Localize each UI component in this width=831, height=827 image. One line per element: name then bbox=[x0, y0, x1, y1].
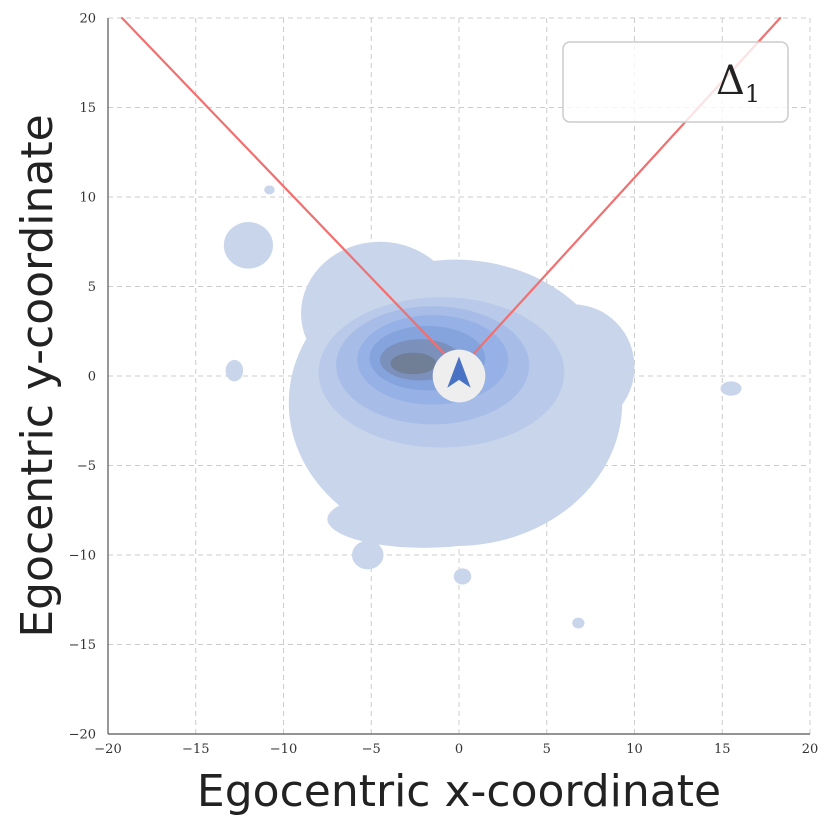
density-blob-1-10 bbox=[264, 185, 275, 195]
x-tick-label: −10 bbox=[270, 742, 297, 757]
density-blob-1-3 bbox=[327, 490, 521, 548]
view-line-0 bbox=[120, 16, 447, 356]
y-tick-label: −5 bbox=[77, 459, 96, 474]
x-axis-label: Egocentric x-coordinate bbox=[197, 766, 721, 817]
x-tick-label: −15 bbox=[182, 742, 209, 757]
x-tick-label: −5 bbox=[362, 742, 381, 757]
legend-label-subscript: 1 bbox=[745, 80, 760, 108]
density-blob-7-0 bbox=[390, 352, 437, 375]
y-tick-label: 10 bbox=[79, 191, 96, 206]
legend-box bbox=[562, 41, 789, 123]
y-tick-label: −10 bbox=[69, 549, 96, 564]
legend-label-main: Δ bbox=[716, 58, 745, 104]
density-level-7 bbox=[390, 352, 437, 375]
x-tick-labels: −20 −15 −10 −5 0 5 10 15 20 bbox=[94, 742, 818, 757]
y-tick-label: 5 bbox=[88, 280, 96, 295]
density-blob-1-9 bbox=[572, 617, 585, 629]
x-tick-label: 5 bbox=[543, 742, 551, 757]
y-tick-label: 0 bbox=[88, 370, 96, 385]
y-axis-label: Egocentric y-coordinate bbox=[12, 114, 63, 637]
density-blob-1-7 bbox=[720, 381, 742, 396]
x-tick-label: 20 bbox=[802, 742, 819, 757]
agent-marker bbox=[432, 349, 486, 403]
x-tick-label: 10 bbox=[626, 742, 643, 757]
x-tick-label: 15 bbox=[714, 742, 731, 757]
density-blob-1-4 bbox=[223, 222, 273, 269]
y-tick-label: 15 bbox=[79, 101, 96, 116]
x-tick-label: −20 bbox=[94, 742, 121, 757]
density-blob-1-8 bbox=[453, 568, 472, 585]
legend: Δ1 bbox=[562, 41, 789, 123]
navigation-arrow-icon bbox=[447, 356, 471, 388]
axes bbox=[107, 18, 810, 735]
density-blob-1-6 bbox=[225, 359, 244, 382]
y-tick-label: 20 bbox=[79, 12, 96, 27]
y-tick-label: −15 bbox=[69, 638, 96, 653]
legend-label: Δ1 bbox=[716, 58, 760, 108]
y-tick-label: −20 bbox=[69, 728, 96, 743]
y-tick-labels: −20 −15 −10 −5 0 5 10 15 20 bbox=[69, 12, 96, 743]
x-tick-label: 0 bbox=[455, 742, 463, 757]
density-blob-1-5 bbox=[351, 540, 384, 570]
